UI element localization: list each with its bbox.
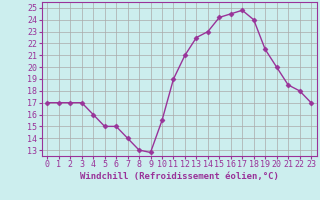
X-axis label: Windchill (Refroidissement éolien,°C): Windchill (Refroidissement éolien,°C) xyxy=(80,172,279,181)
